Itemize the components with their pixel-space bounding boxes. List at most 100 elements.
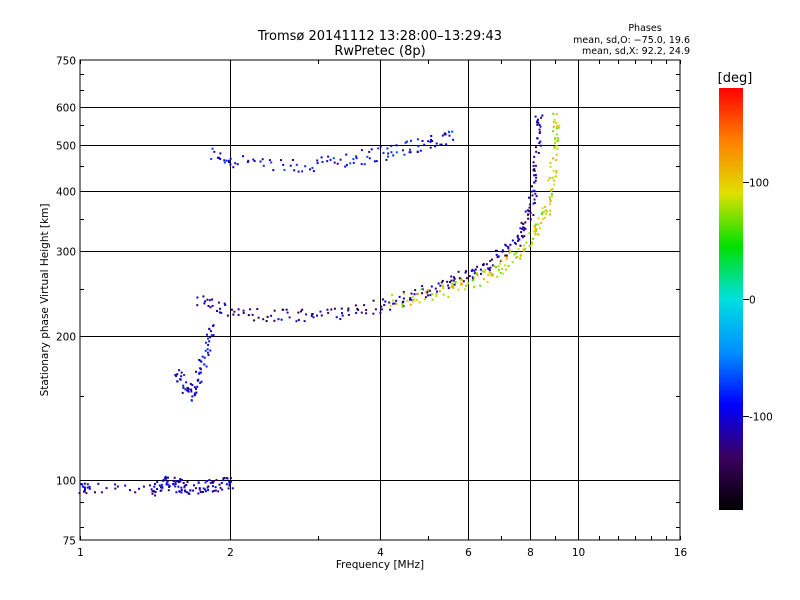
data-point xyxy=(259,160,262,163)
data-point xyxy=(392,302,395,305)
data-point xyxy=(532,202,535,205)
data-point xyxy=(206,333,208,336)
data-point xyxy=(253,160,256,162)
data-point xyxy=(191,384,194,386)
data-point xyxy=(252,158,255,161)
data-point xyxy=(179,479,182,482)
data-point xyxy=(554,136,557,139)
data-point xyxy=(555,175,557,178)
x-tick-label: 10 xyxy=(572,547,585,559)
data-point xyxy=(181,391,184,394)
data-point xyxy=(555,122,558,125)
data-point xyxy=(496,256,499,259)
data-point xyxy=(176,373,179,376)
data-point xyxy=(202,295,205,298)
data-point xyxy=(382,298,384,301)
data-point xyxy=(211,298,213,301)
data-point xyxy=(416,150,419,153)
data-point xyxy=(532,161,535,164)
data-point xyxy=(193,394,196,396)
data-point xyxy=(225,159,228,162)
data-point xyxy=(528,206,531,209)
data-point xyxy=(304,165,307,168)
data-point xyxy=(483,270,486,273)
data-point xyxy=(487,267,490,270)
stats-header: Phases xyxy=(628,23,661,34)
data-point xyxy=(452,286,455,289)
data-point xyxy=(198,359,201,361)
data-point xyxy=(177,485,180,488)
y-tick-label: 400 xyxy=(56,187,76,199)
data-point xyxy=(401,305,404,308)
x-axis-label: Frequency [MHz] xyxy=(336,559,424,571)
data-point xyxy=(154,483,156,485)
data-point xyxy=(200,360,203,363)
data-point xyxy=(442,285,444,287)
data-point xyxy=(270,314,273,317)
data-point xyxy=(555,159,558,161)
data-point xyxy=(416,293,419,296)
data-point xyxy=(523,226,526,229)
data-point xyxy=(211,485,214,488)
data-point xyxy=(486,280,489,283)
data-point xyxy=(154,494,157,497)
data-point xyxy=(303,320,306,323)
data-point xyxy=(426,294,429,297)
data-point xyxy=(193,484,195,487)
data-point xyxy=(320,314,323,317)
colorbar-tick-label: -100 xyxy=(749,412,773,424)
data-point xyxy=(439,284,442,287)
data-point xyxy=(402,291,405,293)
data-point xyxy=(83,482,86,485)
data-point xyxy=(417,145,420,148)
data-point xyxy=(531,242,534,245)
data-point xyxy=(549,161,552,164)
data-point xyxy=(198,371,201,374)
data-point xyxy=(341,312,343,315)
data-point xyxy=(360,163,363,166)
data-point xyxy=(505,268,508,271)
data-point xyxy=(410,298,413,301)
data-point xyxy=(219,486,222,489)
data-point xyxy=(501,250,504,253)
data-point xyxy=(217,490,220,493)
data-point xyxy=(167,483,170,486)
data-point xyxy=(549,213,551,216)
data-point xyxy=(476,265,479,268)
data-point xyxy=(540,222,543,224)
data-point xyxy=(471,276,474,279)
data-point xyxy=(379,145,382,148)
data-point xyxy=(549,209,552,212)
data-point xyxy=(552,183,555,186)
data-point xyxy=(519,257,522,260)
data-point xyxy=(549,188,552,191)
x-tick-label: 4 xyxy=(377,547,384,559)
data-point xyxy=(493,265,496,267)
data-point xyxy=(413,293,416,296)
data-point xyxy=(527,217,530,220)
data-point xyxy=(190,388,193,391)
data-point xyxy=(153,490,156,493)
y-tick-label: 100 xyxy=(56,476,76,488)
data-point xyxy=(196,385,199,388)
data-point xyxy=(451,282,454,285)
data-point xyxy=(201,355,204,358)
data-point xyxy=(536,137,539,140)
data-point xyxy=(490,272,492,275)
data-point xyxy=(164,477,167,480)
data-point xyxy=(190,399,193,402)
data-point xyxy=(447,284,450,287)
data-point xyxy=(223,159,226,162)
data-point xyxy=(409,303,412,306)
data-point xyxy=(100,491,103,494)
data-point xyxy=(187,387,189,390)
data-point xyxy=(441,279,444,282)
data-point xyxy=(424,296,427,299)
data-point xyxy=(548,196,551,199)
data-point xyxy=(390,144,393,147)
data-point xyxy=(552,125,555,128)
data-point xyxy=(180,371,183,374)
data-point xyxy=(181,479,183,481)
data-point xyxy=(508,251,511,254)
data-point xyxy=(236,163,239,166)
